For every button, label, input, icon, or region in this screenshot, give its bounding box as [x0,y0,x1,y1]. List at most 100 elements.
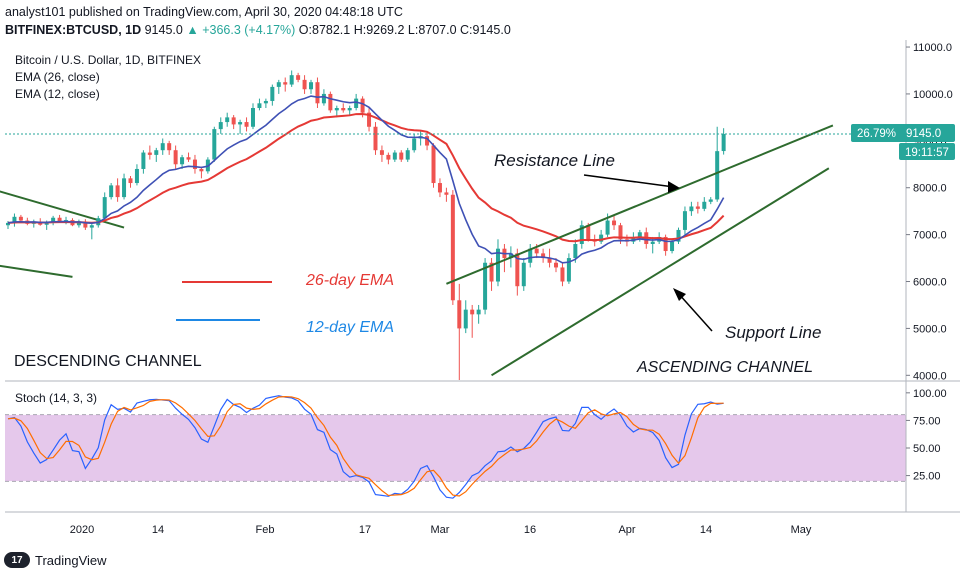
candle-body [405,150,410,160]
candle [373,122,378,155]
candle [367,108,372,132]
candle-body [141,152,146,169]
candle-body [192,159,197,169]
candle-body [199,168,204,172]
candle [102,192,107,221]
candles [6,70,726,380]
candle [212,126,217,162]
candle-body [328,93,333,111]
candle-body [89,225,94,228]
candle-body [160,143,165,151]
candle [89,222,94,240]
candle-body [470,309,475,315]
candle-body [521,262,526,287]
stoch-tick-label: 100.00 [913,388,947,400]
resistance-trendline [446,124,834,285]
candle [12,213,17,227]
publish-line: analyst101 published on TradingView.com,… [5,5,403,19]
candle-body [386,154,391,160]
candle-body [83,221,88,228]
price-tick-label: 11000.0 [913,42,952,54]
time-tick-label: 2020 [70,524,94,536]
candle-body [309,82,314,90]
candle [315,77,320,108]
candle-body [367,112,372,127]
candle-body [51,217,56,223]
candle-body [605,220,610,235]
candle [702,197,707,212]
candle-body [425,136,430,146]
candle [579,220,584,249]
candle [309,79,314,94]
tradingview-name: TradingView [35,552,107,568]
candle-body [134,168,139,184]
candle-body [225,117,230,123]
candle-body [147,152,152,155]
candle [238,119,243,134]
last-price: 9145.0 [144,23,183,37]
candle [444,187,449,202]
stoch-k-line [7,395,724,499]
price-tick-label: 5000.0 [913,323,947,335]
candle [186,152,191,162]
candle [115,178,120,202]
candle [715,126,720,202]
support-trendline [491,167,830,377]
candle-body [670,241,675,252]
candle-body [167,143,172,151]
time-tick-label: 14 [152,524,164,536]
candle-body [6,222,10,226]
candle-body [321,93,326,104]
candle-body [663,236,668,252]
candle-body [115,185,120,198]
candle [51,215,56,226]
stoch-band [5,414,906,482]
tradingview-logo[interactable]: 17 TradingView [4,552,107,568]
descending-lower-line [0,264,73,278]
candle [141,150,146,174]
candle-body [12,216,17,223]
candle [612,215,617,230]
candle-body [437,183,442,193]
candle [154,147,159,162]
price-tick-label: 4000.0 [913,370,947,382]
candle [270,84,275,106]
candle-body [586,225,591,240]
candle [225,112,230,127]
candle [392,150,397,162]
candle-body [250,108,255,127]
stoch-tick-label: 25.00 [913,471,941,483]
candle [560,262,565,287]
candle [263,98,268,108]
candle [218,117,223,134]
candle-body [186,157,191,160]
candle-body [257,103,262,108]
candle [566,253,571,284]
candle-body [57,217,62,222]
candle [122,173,127,200]
candle [676,227,681,244]
symbol-label: BITFINEX:BTCUSD, 1D [5,23,142,37]
time-tick-label: 16 [524,524,536,536]
stoch-d-line [7,396,724,497]
candle-body [682,211,687,230]
candle [302,75,307,94]
candle-body [476,309,481,315]
candle [450,190,455,305]
candle-body [379,150,384,155]
candle-body [399,152,404,160]
candle-body [154,150,159,155]
candle-body [721,134,726,152]
candle-body [302,79,307,90]
candle-body [695,206,700,209]
candle-body [702,201,707,209]
candle [599,229,604,244]
price-tag-price: 9145.0 [906,128,941,140]
candle-body [528,248,533,263]
time-tick-label: Feb [256,524,275,536]
candle-body [128,178,133,184]
candle-body [554,262,559,268]
candle-body [270,86,275,101]
candle [276,79,281,94]
